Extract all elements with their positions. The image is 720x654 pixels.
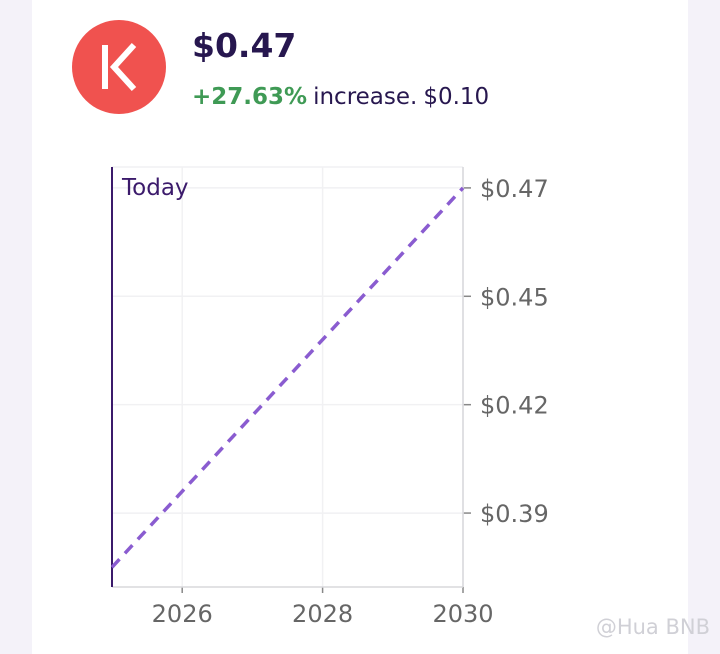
- card: [32, 0, 688, 654]
- y-tick-label: $0.47: [480, 175, 549, 203]
- change-amount: $0.10: [423, 84, 490, 110]
- y-tick-label: $0.39: [480, 500, 549, 528]
- price: $0.47: [192, 26, 297, 65]
- y-tick-label: $0.45: [480, 283, 549, 311]
- token-logo: [72, 20, 166, 114]
- x-tick-label: 2028: [292, 600, 353, 628]
- watermark: @Hua BNB: [596, 615, 710, 639]
- y-tick-label: $0.42: [480, 392, 549, 420]
- today-label: Today: [121, 175, 189, 201]
- change-percent: +27.63%: [192, 84, 308, 110]
- price-line: [110, 186, 465, 569]
- change-word: increase.: [313, 84, 418, 110]
- price-change: +27.63% increase. $0.10: [192, 84, 489, 110]
- x-tick-label: 2026: [152, 600, 213, 628]
- x-tick-label: 2030: [432, 600, 493, 628]
